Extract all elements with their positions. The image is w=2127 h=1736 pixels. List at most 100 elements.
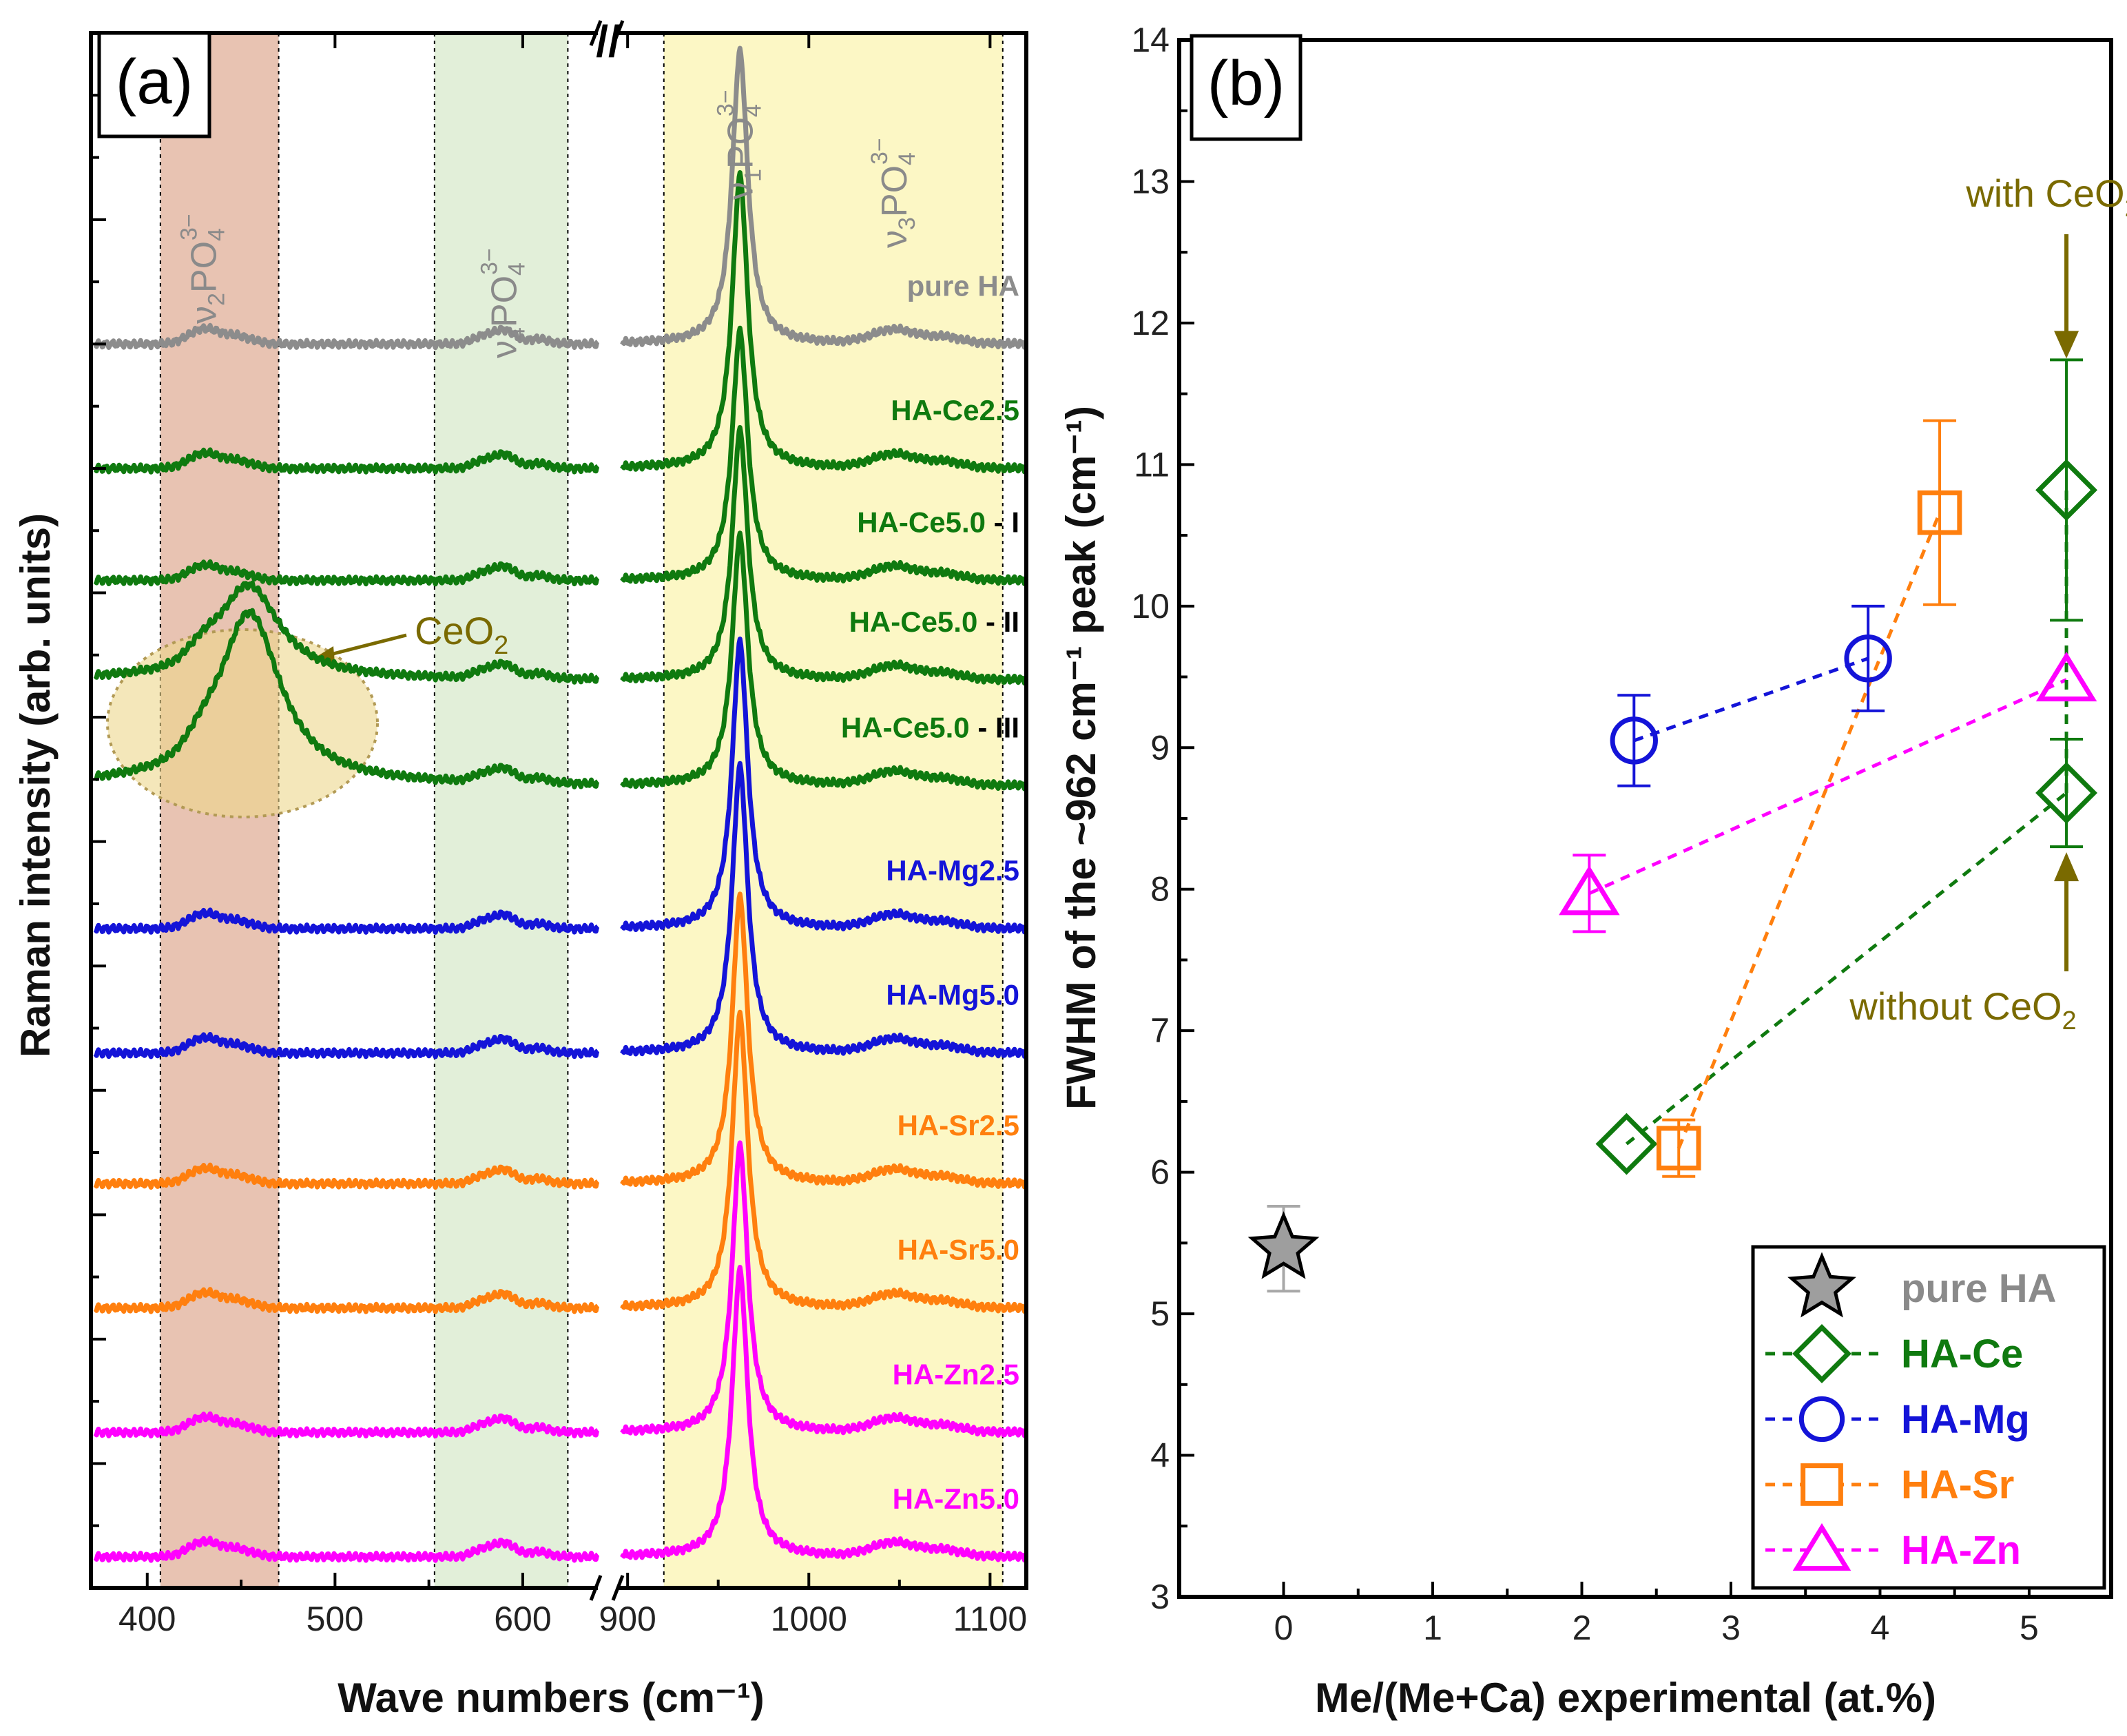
peak-mode-sub: 3 <box>894 217 920 230</box>
with-ceo2-sub: 2 <box>2125 194 2127 223</box>
peak-group: PO <box>875 165 915 217</box>
x-tick-label: 5 <box>2020 1609 2039 1647</box>
spectrum-label-0: pure HA <box>907 269 1019 302</box>
panel-b-label: (b) <box>1207 48 1285 118</box>
point-ha-ce <box>1595 1113 1658 1175</box>
peak-labels: ν2PO43−ν4PO43−ν1PO43−ν3PO43− <box>176 90 920 358</box>
peak-label-2: ν1PO43− <box>712 90 766 200</box>
spectrum-label-suffix: - I <box>986 506 1019 538</box>
peak-group-sub: 4 <box>504 262 530 276</box>
peak-label-3: ν3PO43− <box>867 138 920 248</box>
x-tick-label: 2 <box>1573 1609 1592 1647</box>
ceo2-highlight: CeO2 <box>106 609 508 818</box>
spectrum-label-name: HA-Zn2.5 <box>893 1358 1019 1390</box>
panel-b-points <box>1247 358 2098 1293</box>
x-tick-label: 600 <box>494 1600 551 1638</box>
peak-mode: ν <box>875 230 915 248</box>
spectrum-label-name: HA-Ce2.5 <box>891 394 1019 426</box>
y-tick-label: 8 <box>1150 870 1170 909</box>
ceo2-arrow-line <box>324 633 407 658</box>
x-tick-label: 1100 <box>953 1600 1028 1638</box>
spectrum-label-7: HA-Sr2.5 <box>898 1109 1019 1141</box>
peak-mode: ν <box>185 306 225 324</box>
legend-marker-wrap <box>1801 1463 1843 1506</box>
x-tick-label: 900 <box>599 1600 656 1638</box>
spectrum-label-9: HA-Zn2.5 <box>893 1358 1019 1390</box>
spectrum-label-name: HA-Sr5.0 <box>898 1234 1019 1266</box>
peak-group: PO <box>485 276 525 327</box>
point-ha-ce <box>2035 459 2098 521</box>
spectrum-label-name: HA-Zn5.0 <box>893 1482 1019 1515</box>
spectra <box>93 45 1029 1563</box>
y-tick-label: 3 <box>1150 1578 1170 1616</box>
spectrum-label-name: HA-Mg2.5 <box>886 854 1019 887</box>
peak-charge: 3− <box>176 214 203 240</box>
point-ha-ce <box>2035 762 2098 824</box>
ceo2-label-text: CeO <box>415 609 494 652</box>
spectrum-line-7 <box>93 891 1029 1190</box>
legend-marker-wrap <box>1792 1523 1851 1571</box>
axis-break-mark: // <box>596 17 621 66</box>
legend-marker-wrap <box>1792 1324 1851 1383</box>
spectrum-label-10: HA-Zn5.0 <box>893 1482 1019 1515</box>
spectrum-label-name: HA-Ce5.0 <box>849 606 978 638</box>
legend-marker-square <box>1801 1463 1843 1506</box>
legend-marker-triangle <box>1792 1523 1851 1571</box>
peak-mode-sub: 1 <box>740 169 766 182</box>
spectrum-label-suffix: - II <box>977 606 1019 638</box>
x-tick-label: 3 <box>1721 1609 1741 1647</box>
panel-b-annotations: with CeO2 without CeO2 <box>1849 172 2127 1035</box>
panel-a: CeO2 400 500 600 900 1000 1100 ν2PO43−ν4PO43−… <box>12 17 1029 1721</box>
spectrum-label-suffix: - III <box>970 711 1019 743</box>
peak-charge: 3− <box>867 138 893 165</box>
legend-marker-wrap <box>1787 1252 1856 1318</box>
spectrum-label-name: HA-Ce5.0 <box>857 506 986 538</box>
spectrum-line-5 <box>93 637 1029 935</box>
y-tick-label: 13 <box>1131 162 1170 200</box>
peak-charge: 3− <box>477 248 503 275</box>
legend-label: HA-Ce <box>1901 1332 2023 1376</box>
axis-break-line <box>589 1575 603 1601</box>
spectrum-line-8 <box>93 1009 1029 1314</box>
point-ha-zn <box>2035 651 2097 702</box>
spectrum-line-6 <box>93 761 1029 1060</box>
spectrum-line-0 <box>93 45 1029 351</box>
legend-marker-diamond <box>1792 1324 1851 1383</box>
panel-b-label-box <box>1190 34 1303 141</box>
y-tick-label: 11 <box>1134 445 1170 484</box>
band-borders <box>159 33 1004 1588</box>
spectrum-label-8: HA-Sr5.0 <box>898 1234 1019 1266</box>
legend: pure HA HA-Ce HA-Mg HA-Sr HA-Zn <box>1751 1245 2106 1590</box>
peak-mode: ν <box>720 182 760 200</box>
spectrum-label-3: HA-Ce5.0 - II <box>849 606 1019 638</box>
ceo2-label-sub: 2 <box>494 631 508 660</box>
peak-group: PO <box>720 117 760 169</box>
legend-label: HA-Mg <box>1901 1397 2030 1442</box>
spectrum-line-2 <box>93 325 1029 587</box>
y-tick-label: 6 <box>1150 1153 1170 1192</box>
point-ha-zn <box>1559 865 1620 916</box>
x-tick-label: 4 <box>1871 1609 1890 1647</box>
x-tick-label: 1 <box>1423 1609 1442 1647</box>
spectrum-line-4 <box>93 530 1029 792</box>
point-ha-sr <box>1917 490 1962 535</box>
legend-marker-circle <box>1798 1396 1845 1443</box>
spectrum-line-1 <box>93 170 1029 475</box>
point-ha-mg <box>1844 634 1892 683</box>
ceo2-circle <box>106 628 379 818</box>
spectrum-label-name: HA-Mg5.0 <box>886 979 1019 1011</box>
with-ceo2-label: with CeO2 <box>1965 172 2127 223</box>
panel-b-xlabel: Me/(Me+Ca) experimental (at.%) <box>1315 1675 1936 1721</box>
y-tick-label: 12 <box>1131 304 1170 342</box>
shaded-band-2 <box>663 33 1003 1588</box>
peak-mode-sub: 2 <box>204 293 230 306</box>
without-ceo2-label: without CeO2 <box>1849 984 2076 1035</box>
spectrum-label-4: HA-Ce5.0 - III <box>841 711 1019 743</box>
spectrum-label-5: HA-Mg2.5 <box>886 854 1019 887</box>
peak-group-sub: 4 <box>740 104 766 117</box>
spectrum-label-name: HA-Sr2.5 <box>898 1109 1019 1141</box>
peak-charge: 3− <box>712 90 738 116</box>
